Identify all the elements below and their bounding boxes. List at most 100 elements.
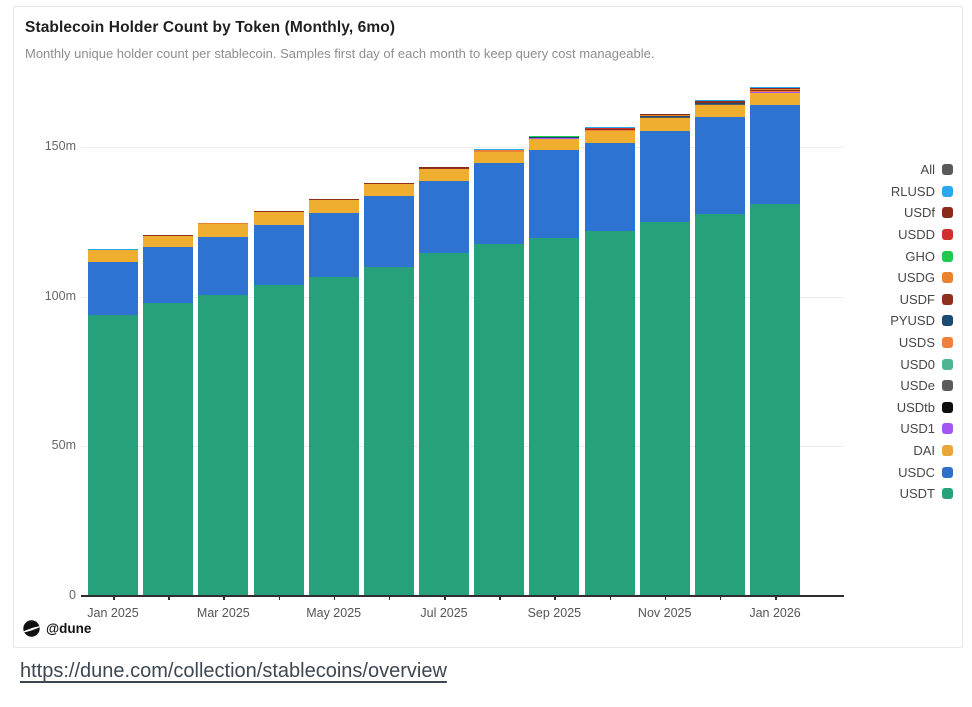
gridline-150m [81,147,844,148]
legend-label-usdg: USDG [897,270,935,286]
bar-segment-dai [143,235,194,248]
legend-item-usde[interactable]: USDe [890,375,953,397]
legend-label-usd0: USD0 [900,356,935,372]
legend-item-usdf[interactable]: USDF [890,289,953,311]
bar-segment-usdf [694,102,745,104]
x-tick-label-sep-2025: Sep 2025 [527,606,582,620]
stacked-bar-aug-2025 [474,149,525,596]
bar-segment-pyusd [694,103,745,104]
bar-segment-usdt [198,295,249,596]
bar-segment-usdc [88,262,138,315]
legend-item-usd0[interactable]: USD0 [890,353,953,375]
x-tick-mark [168,596,170,600]
bar-segment-usdt [639,221,690,596]
bar-segment-dai [253,212,304,225]
legend-label-usdc: USDC [898,464,935,480]
bar-segment-dai [750,92,801,106]
legend-label-usdt: USDT [899,486,935,502]
bar-segment-usdf [694,100,745,102]
legend-item-pyusd[interactable]: PYUSD [890,310,953,332]
x-tick-mark [333,596,336,600]
x-tick-mark [113,596,115,600]
bar-segment-usdc [419,181,470,254]
bar-segment-usdf [750,89,801,91]
bar-segment-rlusd [639,113,690,115]
bar-segment-usdc [308,212,359,278]
bar-segment-rlusd [694,100,745,101]
legend-label-usdf: USDf [903,205,935,221]
bar-segment-usdt [584,230,635,596]
x-tick-mark [554,596,556,600]
x-tick-label-may-2025: May 2025 [306,606,362,620]
x-tick-mark [223,596,225,600]
legend-label-usd1: USD1 [900,421,935,437]
y-tick-label-100m: 100m [44,288,76,303]
bar-segment-dai [474,152,525,164]
legend-swatch-usdtb [942,401,953,413]
legend-label-dai: DAI [913,443,935,459]
legend-item-rlusd[interactable]: RLUSD [890,181,953,203]
legend-item-usdt[interactable]: USDT [890,483,953,505]
bar-segment-usdc [584,142,635,231]
stacked-bar-jun-2025 [363,182,414,596]
stacked-bar-sep-2025 [529,135,580,596]
legend-swatch-usdf [942,207,953,219]
bar-segment-usdt [474,244,525,596]
dune-watermark: @dune [23,620,91,637]
bar-segment-usdg [694,101,745,103]
x-tick-mark [444,596,446,600]
dune-collection-link[interactable]: https://dune.com/collection/stablecoins/… [20,660,447,682]
chart-card: Stablecoin Holder Count by Token (Monthl… [13,6,963,648]
legend-item-all[interactable]: All [890,159,953,181]
bar-segment-rlusd [584,127,635,128]
bar-segment-dai [363,184,414,197]
legend-item-usdc[interactable]: USDC [890,461,953,483]
legend-item-usdtb[interactable]: USDtb [890,397,953,419]
chart-title: Stablecoin Holder Count by Token (Monthl… [25,19,396,36]
legend-item-usd1[interactable]: USD1 [890,418,953,440]
bar-segment-dai [694,105,745,118]
stacked-bar-mar-2025 [198,223,249,596]
x-tick-label-jan-2025: Jan 2025 [87,606,139,620]
y-tick-label-150m: 150m [44,139,76,153]
legend-item-gho[interactable]: GHO [890,245,953,267]
legend-item-dai[interactable]: DAI [890,440,953,462]
dune-logo-icon [23,620,40,637]
bar-segment-usdf [639,114,690,115]
bar-segment-usdf [474,150,525,152]
legend-swatch-usdd [942,229,953,241]
x-tick-label-nov-2025: Nov 2025 [637,606,692,620]
stacked-bar-jul-2025 [419,167,470,596]
bar-segment-usdc [639,130,690,222]
legend: All RLUSD USDf USDD GHO USDG USDF PYUSD USDS USD0… [890,159,953,505]
bar-segment-pyusd [639,116,690,117]
bar-segment-usdc [363,196,414,267]
legend-swatch-pyusd [942,315,953,327]
stacked-bar-apr-2025 [253,210,304,596]
bar-segment-usdt [419,253,470,596]
x-tick-mark [775,596,777,600]
legend-swatch-usdf [942,293,953,305]
bar-segment-usdc [750,105,801,204]
legend-item-usds[interactable]: USDS [890,332,953,354]
bar-segment-usdt [694,214,745,596]
x-axis-line [81,595,844,597]
legend-item-usdf[interactable]: USDf [890,202,953,224]
bar-segment-usdt [143,302,194,596]
legend-label-usdd: USDD [898,227,935,243]
x-tick-mark [719,596,722,600]
bar-segment-rlusd [750,86,801,88]
legend-item-usdd[interactable]: USDD [890,224,953,246]
legend-item-usdg[interactable]: USDG [890,267,953,289]
legend-label-usde: USDe [900,378,935,394]
footer-link-row: https://dune.com/collection/stablecoins/… [20,660,447,683]
x-tick-mark [278,596,280,600]
x-tick-mark [499,596,501,600]
legend-swatch-usds [942,337,953,349]
legend-label-usdf: USDF [899,291,935,307]
bar-segment-usdc [198,236,249,296]
dune-watermark-label: @dune [46,621,92,636]
legend-swatch-rlusd [942,185,953,197]
legend-swatch-usdc [942,466,953,478]
